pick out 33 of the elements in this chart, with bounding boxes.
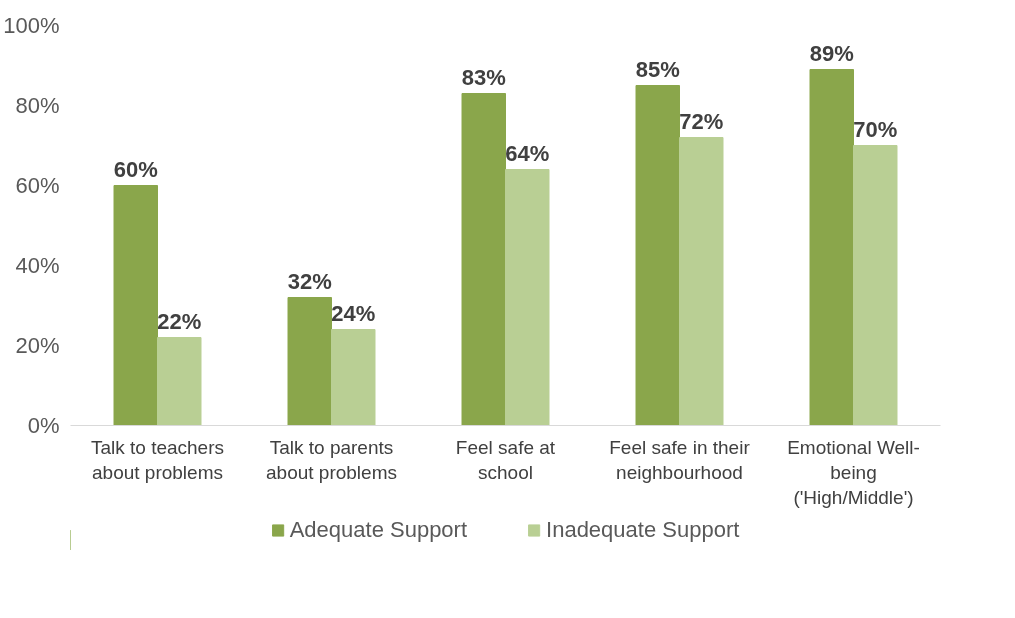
bar xyxy=(505,169,550,426)
bar xyxy=(809,69,854,426)
bar xyxy=(853,145,898,426)
y-tick-label: 100% xyxy=(3,13,60,38)
data-label: 60% xyxy=(113,156,158,182)
bar xyxy=(679,137,724,426)
bar xyxy=(287,297,332,426)
x-tick-label: Talk to teachers about problems xyxy=(90,436,225,483)
legend-label: Inadequate Support xyxy=(546,517,740,543)
data-label: 24% xyxy=(331,300,376,326)
bar xyxy=(157,337,202,426)
bar xyxy=(113,185,158,426)
data-label: 89% xyxy=(809,40,854,66)
data-label: 85% xyxy=(635,56,680,82)
legend-label: Adequate Support xyxy=(289,517,468,543)
bar xyxy=(635,85,680,426)
data-label: 64% xyxy=(505,140,550,166)
bar xyxy=(461,93,506,426)
data-label: 32% xyxy=(287,268,332,294)
data-label: 72% xyxy=(679,108,724,134)
data-label: 70% xyxy=(853,116,898,142)
x-tick-label: Emotional Well- being ('High/Middle') xyxy=(787,436,920,508)
y-tick-label: 40% xyxy=(15,253,60,278)
x-tick-label: Feel safe in their neighbourhood xyxy=(609,436,751,483)
y-tick-label: 60% xyxy=(15,173,60,198)
y-tick-label: 20% xyxy=(15,333,60,358)
y-tick-label: 0% xyxy=(27,413,60,438)
data-label: 83% xyxy=(461,64,506,90)
bar xyxy=(331,329,376,426)
data-label: 22% xyxy=(157,308,202,334)
x-tick-label: Talk to parents about problems xyxy=(266,436,397,483)
x-tick-label: Feel safe at school xyxy=(455,436,556,483)
y-tick-label: 80% xyxy=(15,93,60,118)
